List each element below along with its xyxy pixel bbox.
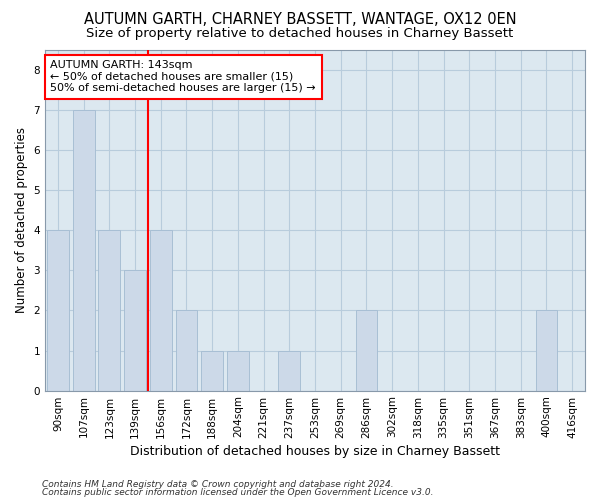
Text: AUTUMN GARTH, CHARNEY BASSETT, WANTAGE, OX12 0EN: AUTUMN GARTH, CHARNEY BASSETT, WANTAGE, … xyxy=(83,12,517,28)
Bar xyxy=(47,230,69,390)
Bar xyxy=(150,230,172,390)
Bar xyxy=(278,350,300,391)
Bar xyxy=(98,230,120,390)
X-axis label: Distribution of detached houses by size in Charney Bassett: Distribution of detached houses by size … xyxy=(130,444,500,458)
Bar xyxy=(73,110,95,390)
Bar xyxy=(356,310,377,390)
Y-axis label: Number of detached properties: Number of detached properties xyxy=(15,128,28,314)
Bar xyxy=(124,270,146,390)
Text: AUTUMN GARTH: 143sqm
← 50% of detached houses are smaller (15)
50% of semi-detac: AUTUMN GARTH: 143sqm ← 50% of detached h… xyxy=(50,60,316,94)
Bar xyxy=(536,310,557,390)
Bar xyxy=(201,350,223,391)
Text: Contains HM Land Registry data © Crown copyright and database right 2024.: Contains HM Land Registry data © Crown c… xyxy=(42,480,394,489)
Text: Size of property relative to detached houses in Charney Bassett: Size of property relative to detached ho… xyxy=(86,28,514,40)
Bar xyxy=(227,350,249,391)
Text: Contains public sector information licensed under the Open Government Licence v3: Contains public sector information licen… xyxy=(42,488,433,497)
Bar xyxy=(176,310,197,390)
